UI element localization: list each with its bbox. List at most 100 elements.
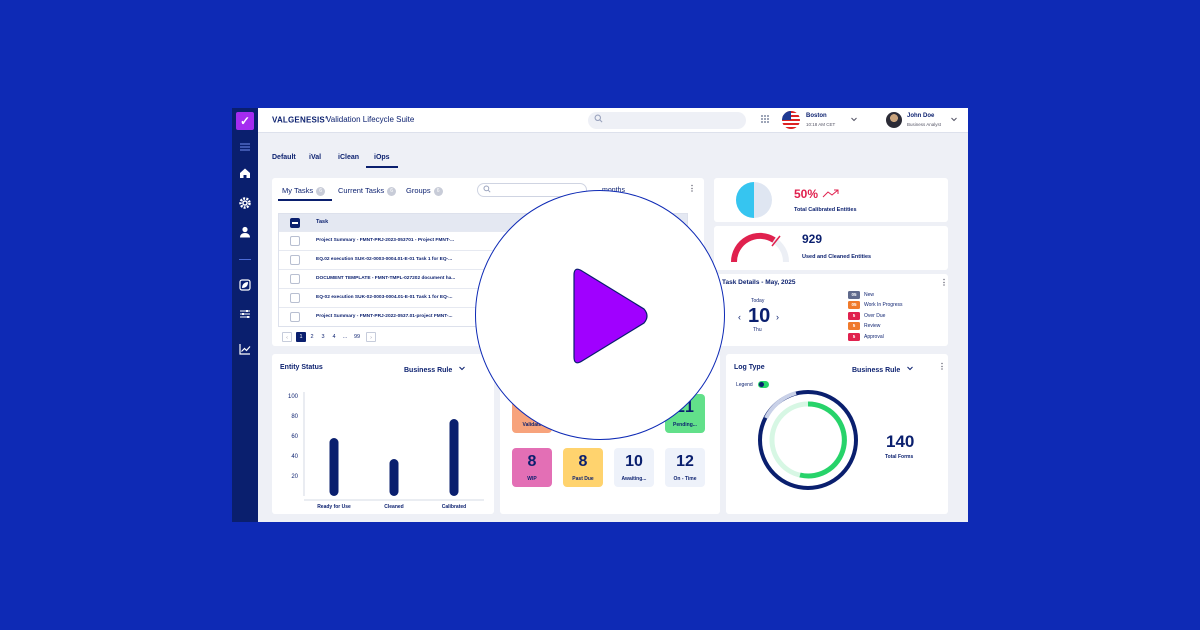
status-tile-wip[interactable]: 8 WIP [512,448,552,487]
table-row[interactable]: Project Summary - FMNT-PRJ-2023-053701 -… [279,231,687,250]
y-tick-label: 100 [288,394,299,400]
next-page-chevron-right-icon[interactable]: › [366,332,376,342]
y-tick-label: 80 [291,414,298,420]
entity-status-filter-select[interactable]: Business Rule [404,364,466,374]
bar[interactable] [389,459,399,496]
select-all-checkbox[interactable] [290,218,300,228]
tile-count: 8 [578,453,588,470]
tab-groups[interactable]: Groups 6 [406,186,443,196]
next-day-chevron-right-icon[interactable]: › [776,312,779,322]
status-tile-on-time[interactable]: 12 On - Time [665,448,705,487]
legend-label: New [864,292,875,298]
active-task-tab-indicator [278,199,332,201]
x-tick-label: Cleaned [384,504,403,510]
status-tile-past-due[interactable]: 8 Past Due [563,448,603,487]
y-tick-label: 20 [291,474,298,480]
task-title[interactable]: Project Summary - FMNT-PRJ-2022-0537.01-… [316,314,453,319]
kebab-menu-icon[interactable]: ⋮ [940,278,948,287]
legend-toggle-label: Legend [736,382,753,388]
tab-iclean[interactable]: iClean [338,154,360,161]
tile-count: 10 [625,453,643,470]
sidebar: ✓ [232,108,258,522]
page-button[interactable]: 4 [332,334,336,340]
trend-up-icon [822,189,839,198]
legend-label: Work In Progress [864,302,903,308]
prev-page-chevron-left-icon[interactable]: ‹ [282,332,292,342]
global-search-input[interactable] [588,112,746,129]
avatar[interactable] [886,112,902,128]
tab-iops[interactable]: iOps [374,154,390,161]
page-button[interactable]: 1 [296,332,306,342]
row-checkbox[interactable] [290,293,300,303]
legend-toggle[interactable] [758,381,769,388]
row-checkbox[interactable] [290,274,300,284]
calibrated-label: Total Calibrated Entities [794,207,857,213]
bar[interactable] [449,419,459,496]
bar[interactable] [329,438,339,496]
page-button[interactable]: 3 [321,334,325,340]
user-icon[interactable] [238,225,252,239]
task-details-title: Task Details - May, 2025 [722,279,796,286]
task-title[interactable]: DOCUMENT TEMPLATE - FMNT-TMPL-027202 doc… [316,276,456,281]
kebab-menu-icon[interactable]: ⋮ [688,184,696,193]
tab-current-tasks[interactable]: Current Tasks 6 [338,186,397,196]
chevron-down-icon [907,366,914,371]
legend-count: 5 [848,333,860,341]
legend-label: Review [864,323,881,329]
active-tab-indicator [366,166,398,168]
location-chevron-down-icon[interactable] [850,115,858,125]
tab-ival[interactable]: iVal [309,154,322,161]
column-header-task: Task [316,219,329,225]
task-title[interactable]: Project Summary - FMNT-PRJ-2023-053701 -… [316,238,455,243]
prev-day-chevron-left-icon[interactable]: ‹ [738,312,741,322]
log-type-filter-select[interactable]: Business Rule [852,364,914,374]
cleaned-card: 929 Used and Cleaned Entities [714,226,948,270]
page-button[interactable]: 99 [353,334,361,340]
tile-label: Validate [522,422,542,428]
page-button[interactable]: 2 [310,334,314,340]
tab-default[interactable]: Default [272,154,296,161]
gear-icon[interactable] [238,196,252,210]
sliders-icon[interactable] [238,307,252,321]
tile-label: WIP [527,476,537,482]
line-chart-icon[interactable] [238,342,252,356]
kebab-menu-icon[interactable]: ⋮ [938,362,946,371]
tab-my-tasks[interactable]: My Tasks 6 [282,186,326,196]
calibrated-value: 50% [794,187,819,201]
y-tick-label: 40 [291,454,298,460]
leaf-icon[interactable] [238,278,252,292]
task-title[interactable]: EQ-02 execution SUK-02-0003-0004.01-E-01… [316,295,453,300]
home-icon[interactable] [238,166,252,180]
status-tile-awaiting[interactable]: 10 Awaiting... [614,448,654,487]
task-title[interactable]: EQ.02 execution SUK-02-0003-0004.01-E-01… [316,257,453,262]
log-type-title: Log Type [734,364,765,371]
play-video-button[interactable] [475,190,725,440]
cleaned-label: Used and Cleaned Entities [802,254,872,260]
page-ellipsis: ... [342,334,348,340]
tile-label: Pending... [673,422,697,428]
cleaned-gauge [730,232,789,263]
apps-grid-icon[interactable] [760,114,770,127]
calibrated-card: 50% Total Calibrated Entities [714,178,948,222]
total-forms-value: 140 [886,432,915,451]
menu-icon[interactable] [238,140,252,154]
us-flag-icon[interactable] [782,111,800,129]
user-name: John Doe [907,113,935,119]
user-chevron-down-icon[interactable] [950,115,958,125]
top-bar: VALGENESIS® Validation Lifecycle Suite B… [258,108,968,133]
sidebar-divider [239,259,251,260]
row-checkbox[interactable] [290,312,300,322]
day-number: 10 [748,305,771,327]
search-icon [594,114,603,125]
chevron-down-icon [459,366,466,371]
x-tick-label: Ready for Use [317,504,351,510]
table-row[interactable]: EQ.02 execution SUK-02-0003-0004.01-E-01… [279,250,687,269]
legend-count: 05 [848,301,860,309]
row-checkbox[interactable] [290,236,300,246]
app-logo-check-icon[interactable]: ✓ [236,112,254,130]
legend-label: Approval [864,334,884,340]
location-city: Boston [806,113,827,119]
row-checkbox[interactable] [290,255,300,265]
entity-status-card: Entity Status Business Rule 20 40 60 80 100 R… [272,354,494,514]
today-label: Today [751,298,765,304]
